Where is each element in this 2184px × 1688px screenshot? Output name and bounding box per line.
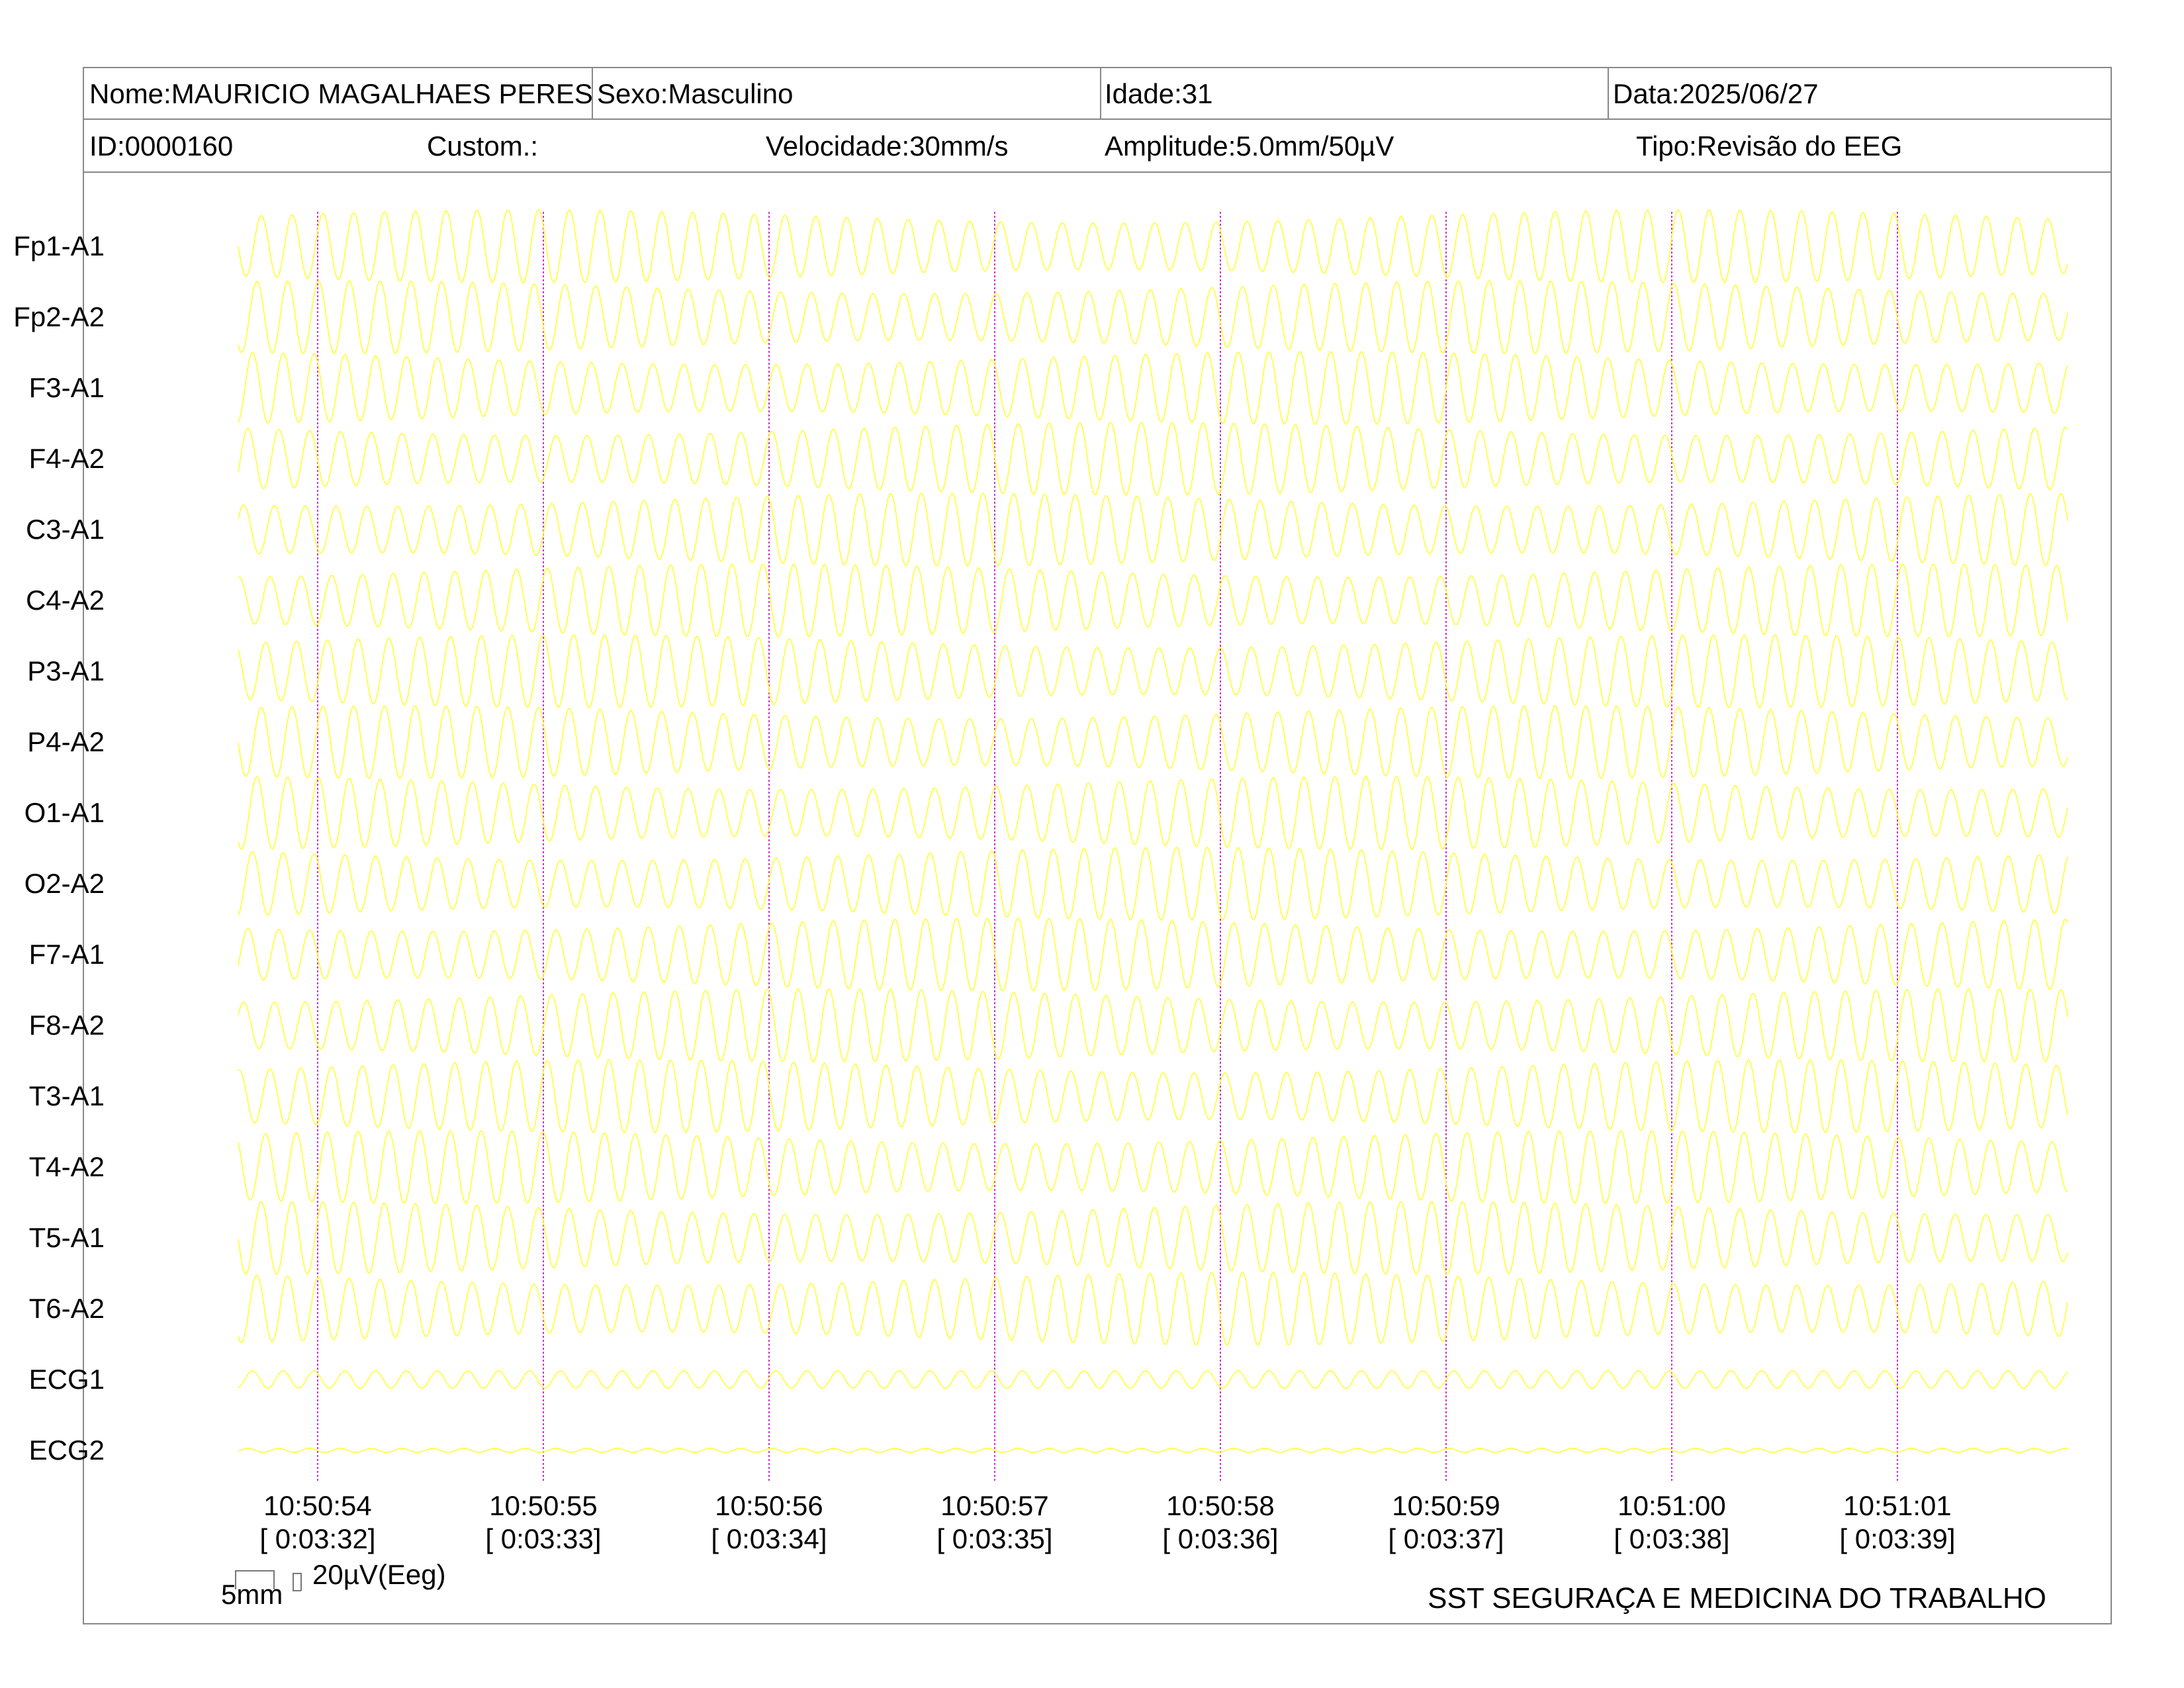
time-clock-label: 10:50:56 (715, 1490, 823, 1521)
channel-label: F8-A2 (28, 1009, 105, 1041)
exam-type: Tipo:Revisão do EEG (1636, 130, 1903, 162)
channel-label: P3-A1 (27, 655, 105, 686)
eeg-trace-p3-a1 (238, 633, 2068, 709)
scale-time-label: 5mm (221, 1579, 283, 1610)
exam-info-row: ID:0000160 Custom.: Velocidade:30mm/s Am… (84, 120, 2111, 173)
channel-label: Fp1-A1 (13, 230, 105, 261)
time-clock-label: 10:50:58 (1166, 1490, 1275, 1521)
channel-label: P4-A2 (27, 726, 105, 757)
patient-sex: Sexo:Masculino (597, 78, 794, 109)
time-elapsed-label: [ 0:03:38] (1614, 1523, 1730, 1554)
channel-label: T4-A2 (28, 1151, 105, 1182)
eeg-trace-c3-a1 (238, 492, 2068, 567)
channel-label: F3-A1 (28, 372, 105, 403)
scale-bar-icon (235, 1570, 302, 1591)
time-clock-label: 10:51:00 (1617, 1490, 1726, 1521)
channel-label: F7-A1 (28, 939, 105, 970)
eeg-trace-p4-a2 (238, 704, 2068, 780)
eeg-trace-t3-a1 (238, 1058, 2068, 1134)
time-elapsed-label: [ 0:03:37] (1388, 1523, 1504, 1554)
channel-label: T3-A1 (28, 1080, 105, 1111)
channel-label: ECG1 (28, 1364, 105, 1395)
eeg-trace-t6-a2 (238, 1271, 2068, 1346)
eeg-trace-f4-a2 (238, 421, 2068, 496)
time-elapsed-label: [ 0:03:33] (485, 1523, 602, 1554)
time-elapsed-label: [ 0:03:35] (936, 1523, 1053, 1554)
divider (1100, 68, 1101, 118)
patient-age: Idade:31 (1105, 78, 1213, 109)
speed: Velocidade:30mm/s (766, 130, 1009, 162)
amplitude: Amplitude:5.0mm/50µV (1105, 130, 1394, 162)
time-clock-label: 10:50:57 (940, 1490, 1049, 1521)
footer-company: SST SEGURAÇA E MEDICINA DO TRABALHO (1428, 1582, 2046, 1615)
time-elapsed-label: [ 0:03:34] (711, 1523, 827, 1554)
eeg-trace-o1-a1 (238, 775, 2068, 850)
time-clock-label: 10:50:59 (1392, 1490, 1500, 1521)
channel-label: C3-A1 (25, 514, 105, 545)
eeg-trace-f3-a1 (238, 350, 2068, 426)
eeg-trace-o2-a2 (238, 846, 2068, 921)
time-elapsed-label: [ 0:03:32] (259, 1523, 376, 1554)
custom-field: Custom.: (427, 130, 539, 162)
channel-label: O1-A1 (24, 797, 105, 828)
scale-amp-label: 20µV(Eeg) (312, 1559, 446, 1590)
channel-label: C4-A2 (25, 585, 105, 616)
patient-name: Nome:MAURICIO MAGALHAES PERES (89, 78, 593, 109)
time-clock-label: 10:50:54 (263, 1490, 372, 1521)
channel-label: Fp2-A2 (13, 301, 105, 332)
time-elapsed-label: [ 0:03:39] (1839, 1523, 1956, 1554)
patient-info-row: Nome:MAURICIO MAGALHAES PERES Sexo:Mascu… (84, 68, 2111, 120)
divider (592, 68, 593, 118)
eeg-trace-t4-a2 (238, 1129, 2068, 1205)
eeg-trace-fp2-a2 (238, 279, 2068, 355)
channel-label: F4-A2 (28, 443, 105, 474)
time-elapsed-label: [ 0:03:36] (1162, 1523, 1279, 1554)
divider (1608, 68, 1609, 118)
time-clock-label: 10:51:01 (1843, 1490, 1952, 1521)
eeg-trace-ecg2 (238, 1448, 2068, 1453)
channel-label: T5-A1 (28, 1222, 105, 1253)
channel-label: O2-A2 (24, 868, 105, 899)
eeg-trace-fp1-a1 (238, 209, 2068, 283)
time-clock-label: 10:50:55 (489, 1490, 598, 1521)
exam-date: Data:2025/06/27 (1613, 78, 1819, 109)
eeg-trace-f8-a2 (238, 988, 2068, 1063)
eeg-trace-f7-a1 (238, 917, 2068, 992)
eeg-trace-t5-a1 (238, 1201, 2068, 1276)
channel-label: T6-A2 (28, 1293, 105, 1324)
report-frame: Nome:MAURICIO MAGALHAES PERES Sexo:Mascu… (83, 67, 2112, 1624)
eeg-trace-ecg1 (238, 1370, 2068, 1389)
patient-id: ID:0000160 (89, 130, 234, 162)
eeg-trace-c4-a2 (238, 563, 2068, 638)
channel-label: ECG2 (28, 1434, 105, 1466)
